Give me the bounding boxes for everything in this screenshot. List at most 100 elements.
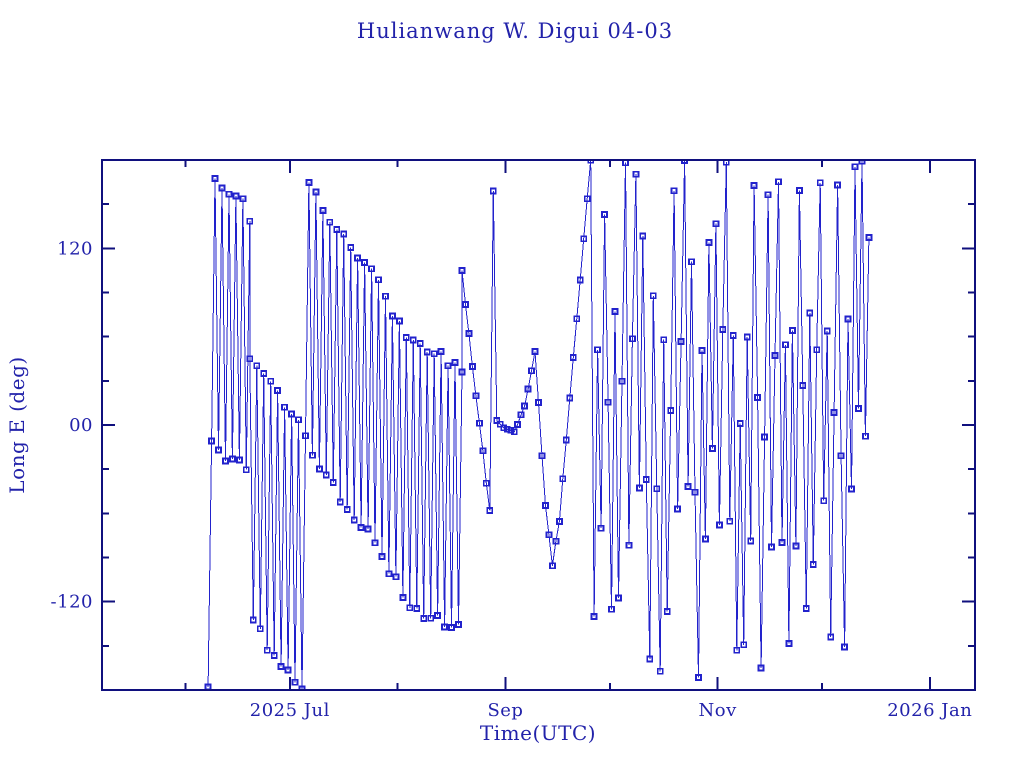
data-point-marker bbox=[632, 170, 640, 178]
data-point-marker bbox=[538, 452, 546, 460]
chart-title: Hulianwang W. Digui 04-03 bbox=[357, 19, 673, 43]
data-point-marker bbox=[462, 301, 469, 308]
data-point-marker bbox=[312, 188, 320, 196]
data-point-marker bbox=[757, 664, 765, 672]
data-point-marker bbox=[305, 179, 313, 187]
data-point-marker bbox=[326, 218, 334, 226]
data-point-marker bbox=[639, 232, 647, 240]
data-point-marker bbox=[277, 663, 285, 670]
data-point-marker bbox=[333, 226, 341, 233]
data-point-marker bbox=[218, 184, 226, 192]
data-point-marker bbox=[789, 327, 796, 334]
data-point-marker bbox=[862, 432, 869, 440]
data-point-marker bbox=[733, 646, 741, 654]
data-point-marker bbox=[441, 623, 449, 631]
data-point-marker bbox=[754, 394, 761, 401]
data-point-marker bbox=[319, 206, 327, 214]
data-point-marker bbox=[409, 336, 417, 344]
data-point-marker bbox=[702, 535, 709, 543]
data-point-marker bbox=[507, 426, 515, 434]
data-point-marker bbox=[222, 457, 229, 465]
data-point-marker bbox=[392, 573, 400, 581]
data-point-marker bbox=[705, 239, 713, 247]
data-point-marker bbox=[670, 187, 678, 195]
data-point-marker bbox=[489, 187, 497, 195]
data-point-marker bbox=[646, 655, 654, 663]
data-point-marker bbox=[517, 411, 525, 419]
data-point-marker bbox=[524, 385, 532, 393]
data-point-marker bbox=[413, 605, 421, 612]
data-point-marker bbox=[368, 265, 376, 273]
data-point-marker bbox=[813, 346, 821, 354]
data-point-marker bbox=[691, 488, 699, 496]
data-point-marker bbox=[482, 479, 490, 487]
data-point-marker bbox=[695, 674, 702, 681]
data-point-marker bbox=[302, 432, 309, 440]
data-point-marker bbox=[569, 353, 577, 361]
data-point-marker bbox=[660, 336, 668, 344]
data-point-marker bbox=[465, 330, 473, 338]
axis-ticks bbox=[102, 160, 975, 690]
data-point-marker bbox=[472, 392, 480, 400]
data-point-marker bbox=[382, 292, 389, 300]
data-point-marker bbox=[347, 243, 355, 251]
axis-tick-labels: 2025 Jul Sep Nov 2026 Jan 120 00 -120 bbox=[51, 238, 972, 721]
data-point-marker bbox=[834, 181, 841, 189]
data-point-marker bbox=[444, 362, 452, 370]
data-point-marker bbox=[423, 348, 431, 356]
data-point-marker bbox=[782, 341, 789, 349]
x-tick-label: 2026 Jan bbox=[887, 700, 972, 721]
data-point-marker bbox=[281, 403, 289, 411]
data-point-marker bbox=[809, 561, 817, 568]
data-point-marker bbox=[636, 484, 643, 492]
data-point-marker bbox=[284, 666, 292, 674]
data-point-marker bbox=[242, 466, 250, 474]
data-point-marker bbox=[437, 348, 445, 356]
y-tick-label: 00 bbox=[69, 415, 93, 436]
data-point-marker bbox=[535, 398, 542, 406]
data-point-marker bbox=[267, 377, 275, 385]
data-point-marker bbox=[420, 615, 428, 622]
data-point-marker bbox=[580, 235, 588, 243]
data-point-marker bbox=[298, 685, 306, 690]
data-point-marker bbox=[556, 518, 563, 525]
data-point-marker bbox=[740, 641, 748, 649]
data-point-marker bbox=[802, 605, 810, 612]
data-point-marker bbox=[479, 447, 487, 455]
data-point-marker bbox=[594, 346, 601, 354]
data-series bbox=[204, 160, 873, 690]
data-point-marker bbox=[552, 537, 560, 545]
data-polyline bbox=[207, 160, 870, 689]
data-point-marker bbox=[468, 363, 476, 371]
data-point-marker bbox=[239, 195, 247, 203]
data-point-marker bbox=[343, 506, 351, 513]
data-point-marker bbox=[295, 416, 302, 424]
data-point-marker bbox=[329, 479, 337, 487]
data-point-marker bbox=[545, 531, 553, 539]
data-point-marker bbox=[590, 613, 598, 620]
data-point-marker bbox=[246, 355, 254, 363]
data-point-marker bbox=[771, 352, 779, 360]
data-point-marker bbox=[611, 308, 619, 315]
y-tick-label: 120 bbox=[57, 238, 93, 259]
data-point-marker bbox=[674, 505, 681, 513]
data-point-marker bbox=[455, 621, 462, 628]
data-point-marker bbox=[684, 483, 692, 490]
data-point-marker bbox=[430, 350, 438, 358]
data-point-marker bbox=[615, 594, 622, 602]
data-point-marker bbox=[225, 190, 233, 198]
data-point-marker bbox=[625, 541, 633, 549]
data-point-marker bbox=[493, 417, 501, 425]
data-point-marker bbox=[340, 230, 348, 238]
data-point-marker bbox=[778, 539, 786, 546]
data-point-marker bbox=[510, 428, 518, 436]
data-point-marker bbox=[792, 542, 800, 550]
data-point-marker bbox=[629, 335, 636, 343]
data-point-marker bbox=[249, 616, 257, 624]
data-point-marker bbox=[722, 160, 730, 166]
data-point-marker bbox=[736, 419, 744, 427]
data-point-marker bbox=[291, 678, 299, 686]
data-point-marker bbox=[274, 387, 282, 395]
data-point-marker bbox=[716, 521, 723, 529]
